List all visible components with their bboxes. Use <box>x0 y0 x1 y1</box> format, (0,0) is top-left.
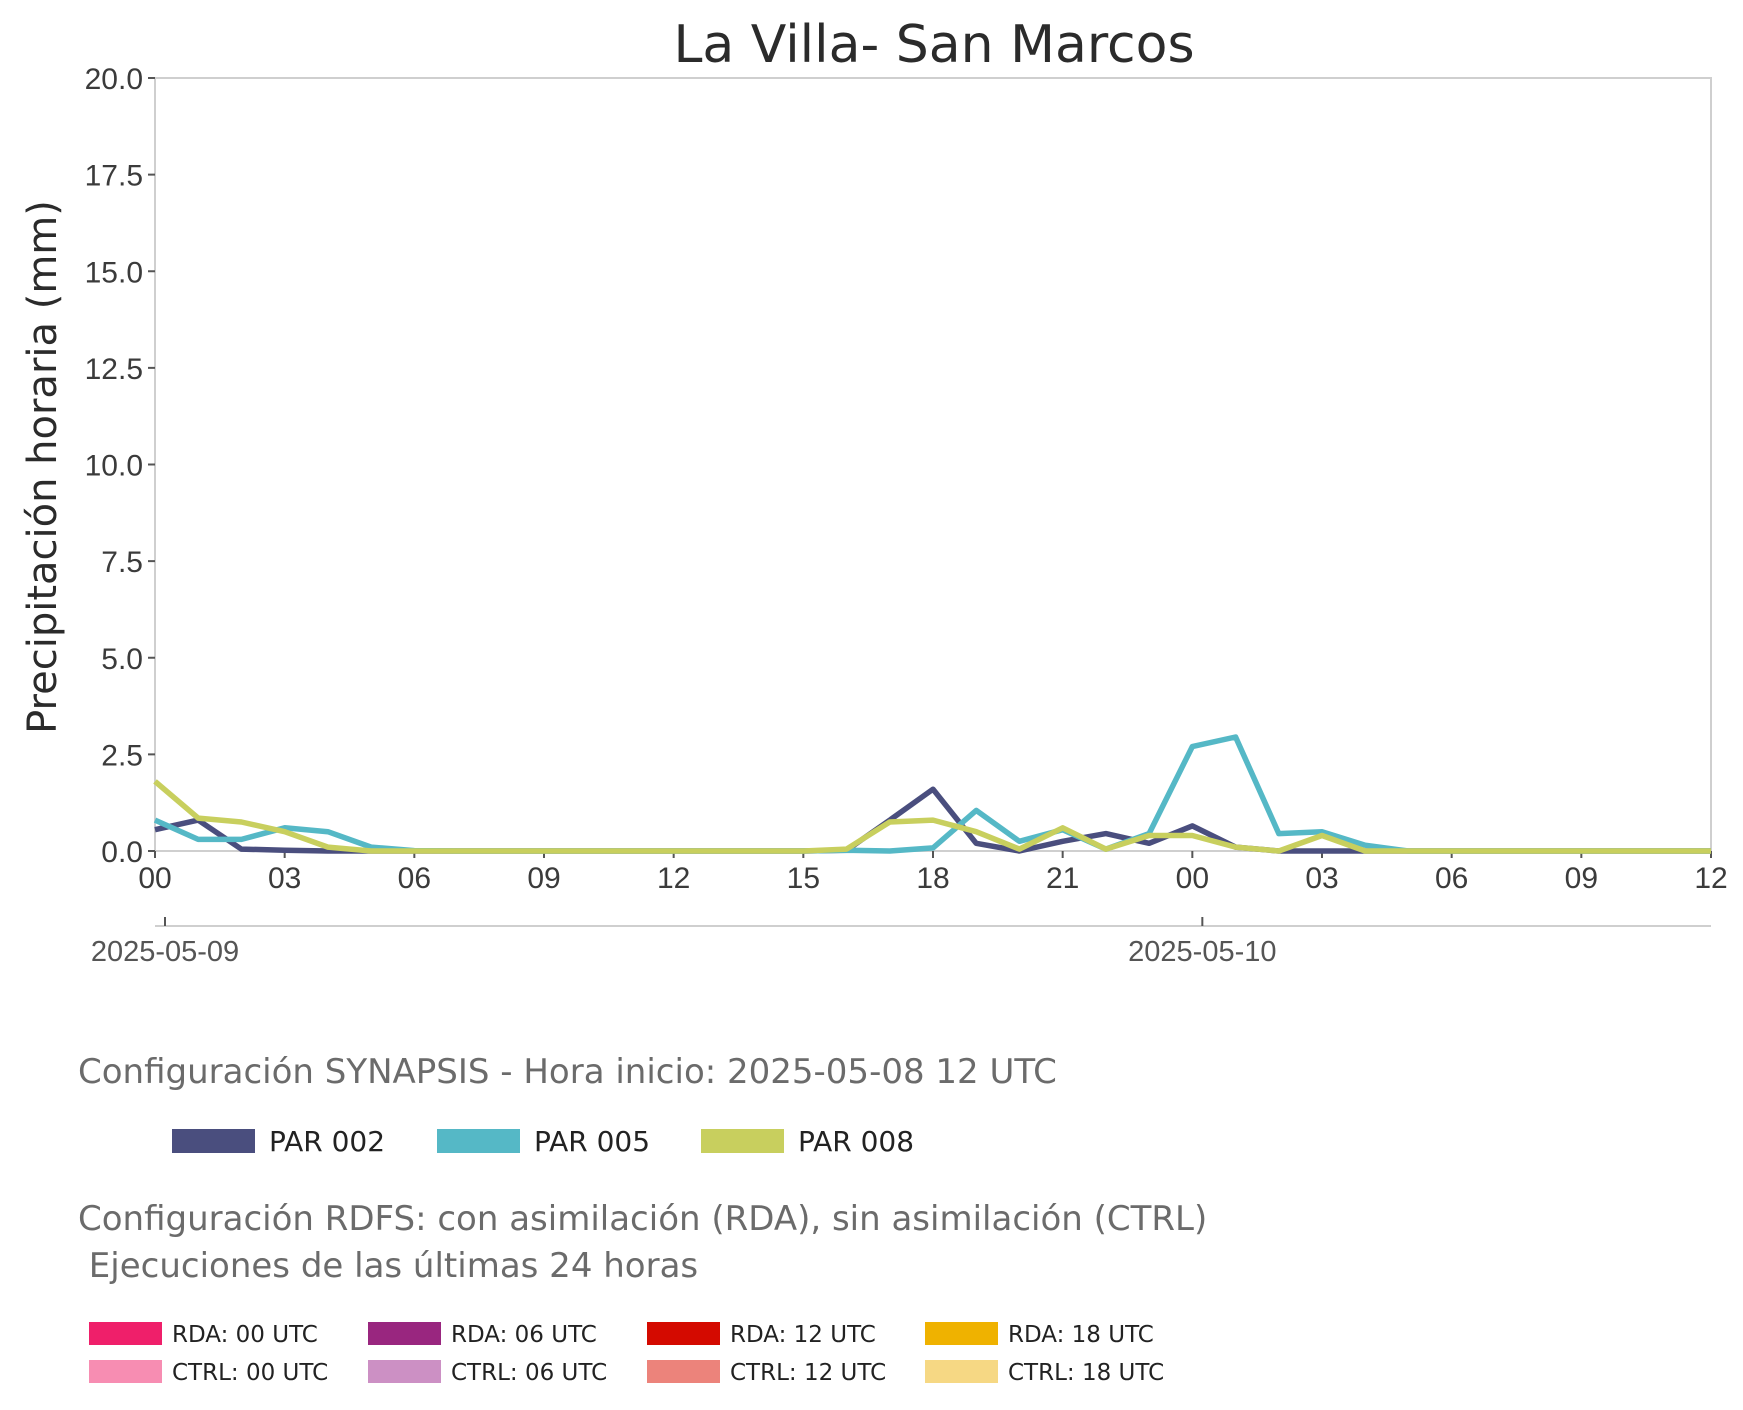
x-tick-label: 03 <box>1305 862 1338 895</box>
rdfs-legend-label: CTRL: 00 UTC <box>172 1360 328 1386</box>
date-axis-ticks: 2025-05-09 2025-05-10 <box>91 917 1277 968</box>
x-tick-label: 03 <box>268 862 301 895</box>
date-tick-label: 2025-05-09 <box>91 936 239 968</box>
series-lines <box>153 734 1711 854</box>
rdfs-legend-label: RDA: 06 UTC <box>451 1322 597 1348</box>
plot-frame <box>154 77 1712 852</box>
rdfs-legend-label: CTRL: 06 UTC <box>451 1360 607 1386</box>
rdfs-legend-swatch <box>89 1322 162 1345</box>
y-tick-label: 20.0 <box>85 63 143 96</box>
date-tick-label: 2025-05-10 <box>1128 936 1276 968</box>
y-tick-label: 0.0 <box>101 836 143 869</box>
x-tick-label: 09 <box>1565 862 1598 895</box>
synapsis-legend-title: Configuración SYNAPSIS - Hora inicio: 20… <box>78 1052 1057 1092</box>
synapsis-legend: PAR 002 PAR 005 PAR 008 <box>172 1125 914 1158</box>
y-tick-label: 7.5 <box>101 546 143 579</box>
y-tick-label: 17.5 <box>85 160 143 193</box>
y-tick-label: 15.0 <box>85 256 143 289</box>
x-tick-label: 18 <box>916 862 949 895</box>
x-tick-label: 12 <box>657 862 690 895</box>
x-tick-label: 00 <box>138 862 171 895</box>
rdfs-legend-title-line2: Ejecuciones de las últimas 24 horas <box>78 1246 698 1286</box>
rdfs-legend-swatch <box>925 1360 998 1383</box>
rdfs-legend-label: CTRL: 18 UTC <box>1008 1360 1164 1386</box>
legend-label: PAR 005 <box>534 1125 650 1158</box>
legend-swatch <box>172 1129 255 1153</box>
rdfs-legend-swatch <box>368 1322 441 1345</box>
rdfs-legend-label: RDA: 18 UTC <box>1008 1322 1154 1348</box>
x-tick-label: 06 <box>398 862 431 895</box>
rdfs-legend-swatch <box>925 1322 998 1345</box>
rdfs-legend-label: RDA: 12 UTC <box>730 1322 876 1348</box>
legend-label: PAR 002 <box>269 1125 385 1158</box>
series-line-par-008 <box>153 779 1711 854</box>
x-tick-label: 00 <box>1176 862 1209 895</box>
rdfs-legend-swatch <box>647 1360 720 1383</box>
rdfs-legend: RDA: 00 UTC RDA: 06 UTC RDA: 12 UTC RDA: 18… <box>89 1322 1164 1386</box>
series-line-par-005 <box>153 734 1711 854</box>
x-axis-ticks: 00 03 06 09 12 15 18 21 00 03 06 09 12 <box>138 851 1728 895</box>
y-tick-label: 2.5 <box>101 739 143 772</box>
chart-title: La Villa- San Marcos <box>673 15 1194 75</box>
y-axis-ticks: 0.0 2.5 5.0 7.5 10.0 12.5 15.0 17.5 20.0 <box>85 63 155 869</box>
rdfs-legend-label: CTRL: 12 UTC <box>730 1360 886 1386</box>
x-tick-label: 09 <box>527 862 560 895</box>
rdfs-legend-label: RDA: 00 UTC <box>172 1322 318 1348</box>
rdfs-legend-title-line1: Configuración RDFS: con asimilación (RDA… <box>78 1199 1207 1239</box>
rdfs-legend-swatch <box>89 1360 162 1383</box>
x-tick-label: 15 <box>787 862 820 895</box>
rdfs-legend-swatch <box>647 1322 720 1345</box>
x-tick-label: 06 <box>1435 862 1468 895</box>
x-tick-label: 21 <box>1046 862 1079 895</box>
rdfs-legend-swatch <box>368 1360 441 1383</box>
legend-swatch <box>701 1129 784 1153</box>
y-tick-label: 10.0 <box>85 450 143 483</box>
legend-swatch <box>437 1129 520 1153</box>
x-tick-label: 12 <box>1694 862 1727 895</box>
y-axis-label: Precipitación horaria (mm) <box>20 200 66 734</box>
legend-label: PAR 008 <box>798 1125 914 1158</box>
y-tick-label: 12.5 <box>85 353 143 386</box>
y-tick-label: 5.0 <box>101 643 143 676</box>
